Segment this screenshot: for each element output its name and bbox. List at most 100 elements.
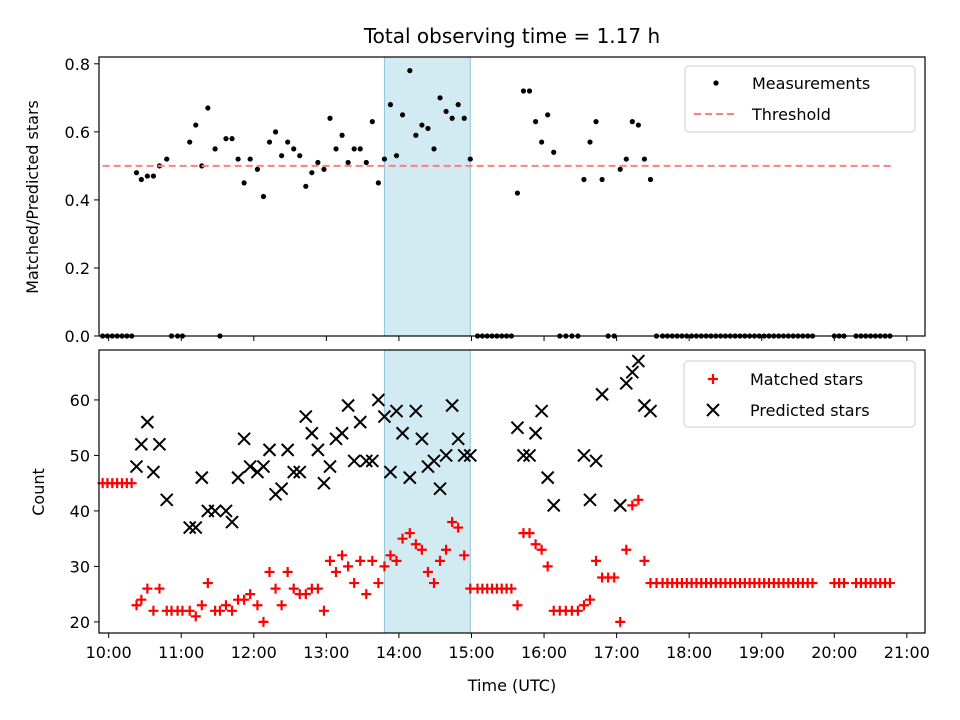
legend-predicted-label: Predicted stars — [750, 401, 870, 420]
measurement-point — [449, 115, 455, 121]
matched-stars-point — [428, 578, 439, 589]
measurement-point — [520, 88, 527, 94]
predicted-stars-point — [256, 459, 271, 474]
legend-matched-marker — [708, 374, 718, 384]
matched-stars-point — [337, 550, 348, 561]
matched-stars-point — [126, 478, 137, 489]
measurement-point — [455, 102, 461, 108]
matched-stars-point — [214, 605, 225, 616]
count-yticks: 20 30 40 50 60 — [70, 391, 99, 632]
measurement-point — [629, 119, 635, 125]
matched-stars-point — [391, 555, 402, 566]
matched-stars-point — [288, 583, 299, 594]
ratio-legend: Measurements Threshold — [684, 65, 916, 133]
measurement-point — [623, 156, 629, 162]
x-tick-label: 16:00 — [521, 643, 567, 662]
matched-stars-point — [258, 616, 269, 627]
predicted-stars-point — [208, 504, 222, 518]
matched-stars-point — [245, 589, 256, 600]
measurement-point — [309, 170, 315, 176]
measurement-point — [327, 115, 333, 121]
predicted-stars-point — [305, 426, 319, 440]
predicted-stars-point — [595, 387, 609, 402]
measurement-point — [291, 146, 297, 152]
matched-stars-point — [404, 528, 415, 539]
ratio-axes-frame — [98, 56, 926, 337]
matched-stars-point — [131, 600, 142, 611]
predicted-stars-point — [547, 498, 561, 513]
x-tick-label: 20:00 — [811, 643, 857, 662]
legend-measurements-label: Measurements — [752, 74, 870, 93]
count-legend: Matched stars Predicted stars — [683, 360, 916, 428]
measurement-point — [581, 176, 587, 183]
matched-stars-point — [572, 605, 583, 616]
measurement-point — [363, 159, 369, 166]
matched-stars-point — [264, 566, 275, 577]
matched-stars-point — [300, 589, 311, 600]
measurement-point — [223, 136, 229, 142]
matched-stars-point — [196, 600, 207, 611]
predicted-stars-point — [146, 465, 161, 479]
predicted-stars-point — [262, 443, 277, 457]
measurement-point — [266, 139, 273, 145]
measurement-point — [539, 139, 545, 145]
matched-stars-point — [441, 544, 452, 555]
predicted-stars-point — [293, 465, 307, 479]
predicted-stars-point — [274, 482, 289, 496]
measurement-point — [443, 108, 449, 115]
matched-stars-point — [349, 578, 360, 589]
measurement-point — [357, 146, 363, 152]
measurement-point — [333, 146, 339, 152]
measurement-point — [641, 156, 648, 162]
predicted-stars-point — [182, 520, 197, 535]
x-tick-label: 15:00 — [448, 643, 494, 662]
measurement-point — [254, 166, 261, 172]
matched-stars-point — [639, 555, 650, 566]
count-axes-frame — [98, 349, 926, 634]
measurement-point — [164, 156, 170, 162]
measurement-point — [387, 102, 394, 108]
matched-stars-point — [142, 583, 153, 594]
matched-stars-point — [585, 594, 596, 605]
predicted-stars-point — [516, 448, 531, 463]
measurement-point — [235, 156, 241, 162]
measurement-point — [205, 105, 211, 111]
matched-stars-point — [227, 605, 238, 616]
measurement-point — [381, 156, 388, 162]
matched-stars-point — [355, 555, 366, 566]
predicted-stars-point — [643, 404, 658, 418]
measurement-point — [133, 170, 140, 176]
matched-stars-point — [202, 578, 213, 589]
measurement-point — [551, 149, 557, 155]
x-tick-label: 12:00 — [231, 643, 277, 662]
predicted-stars-point — [311, 443, 325, 457]
predicted-stars-point — [160, 493, 174, 507]
count-panel: 10:00 11:00 12:00 13:00 14:00 15:00 16:00 17:00… — [29, 349, 930, 695]
predicted-stars-point — [457, 448, 471, 463]
measurement-point — [187, 139, 193, 145]
matched-stars-point — [422, 566, 433, 577]
predicted-stars-point — [409, 404, 423, 418]
measurement-point — [260, 193, 267, 200]
measurement-point — [419, 122, 425, 128]
y-tick-label: 40 — [70, 502, 90, 521]
predicted-stars-point — [347, 454, 361, 468]
matched-stars-point — [435, 555, 446, 566]
predicted-stars-point — [451, 432, 465, 446]
y-tick-label: 0.6 — [65, 123, 90, 142]
x-tick-label: 10:00 — [86, 643, 132, 662]
matched-stars-point — [373, 578, 384, 589]
x-tick-label: 19:00 — [739, 643, 785, 662]
predicted-stars-point — [589, 454, 603, 468]
measurement-point — [369, 119, 375, 125]
predicted-stars-point — [577, 448, 591, 463]
matched-stars-point — [609, 572, 620, 583]
measurement-point — [467, 156, 473, 162]
predicted-stars-point — [528, 426, 543, 440]
predicted-stars-point — [152, 437, 167, 452]
matched-stars-point — [410, 539, 421, 550]
count-xlabel: Time (UTC) — [467, 676, 556, 695]
ratio-panel: 0.00.20.40.60.8 Matched/Predicted stars … — [23, 55, 926, 346]
measurement-point — [315, 159, 321, 166]
predicted-stars-point — [140, 415, 155, 429]
